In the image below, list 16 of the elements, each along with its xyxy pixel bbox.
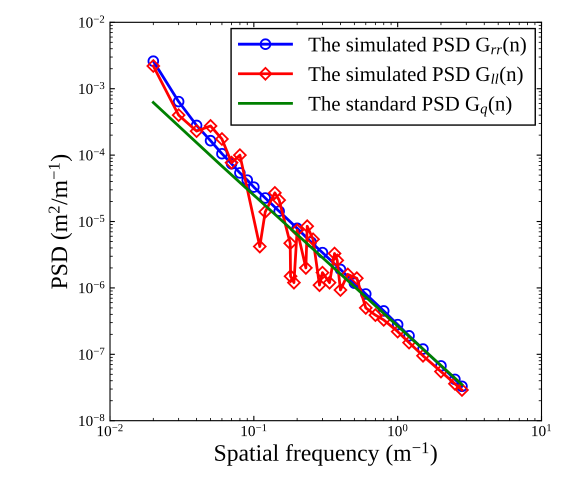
y-tick-label: 10$^{−6}$ (79, 281, 104, 294)
x-tick-label: 10$^{1}$ (532, 424, 551, 436)
legend-label: The standard PSD G$_{q}$(n) (308, 96, 512, 116)
y-tick-label: 10$^{−4}$ (79, 148, 105, 160)
legend-label: The simulated PSD G$_{ll}$(n) (308, 66, 523, 86)
y-tick-label: 10$^{−2}$ (79, 16, 104, 28)
y-axis-title: PSD (m$^{2}$/m$^{−1}$) (48, 154, 72, 289)
x-tick-label: 10$^{0}$ (388, 424, 408, 436)
x-tick-label: 10$^{−1}$ (242, 424, 266, 436)
legend-label: The simulated PSD G$_{rr}$(n) (308, 36, 526, 56)
y-tick-label: 10$^{−3}$ (79, 82, 104, 94)
y-tick-label: 10$^{−8}$ (79, 414, 104, 426)
y-tick-label: 10$^{−7}$ (79, 348, 104, 360)
y-tick-label: 10$^{−5}$ (79, 214, 104, 227)
x-tick-label: 10$^{−2}$ (98, 424, 123, 436)
x-axis-title: Spatial frequency (m$^{−1}$) (215, 442, 437, 466)
